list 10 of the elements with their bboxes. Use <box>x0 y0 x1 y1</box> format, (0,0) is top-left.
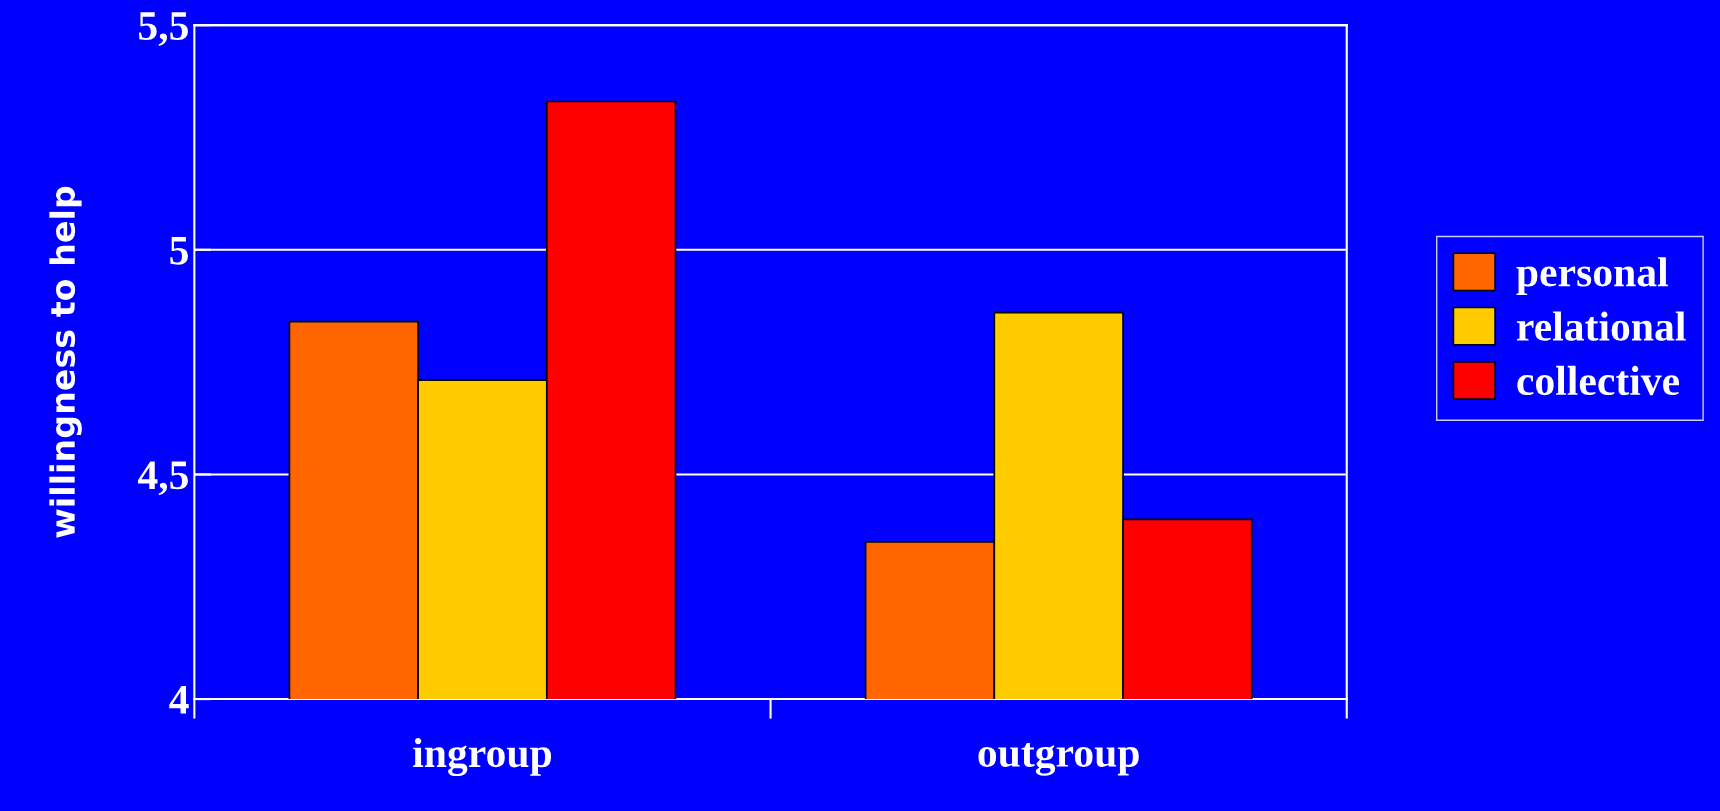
y-tick-label: 4,5 <box>137 461 188 496</box>
y-axis-title: willingness to help <box>49 186 82 538</box>
x-tick-label: ingroup <box>413 737 552 777</box>
y-tick-label: 4 <box>169 686 189 714</box>
y-tick-label: 5 <box>170 236 188 265</box>
y-tick-label: 5,5 <box>139 12 188 47</box>
legend-label: personal <box>1516 257 1668 296</box>
legend-label: relational <box>1517 311 1686 341</box>
legend-label: collective <box>1517 365 1680 396</box>
x-tick-label: outgroup <box>978 743 1139 776</box>
